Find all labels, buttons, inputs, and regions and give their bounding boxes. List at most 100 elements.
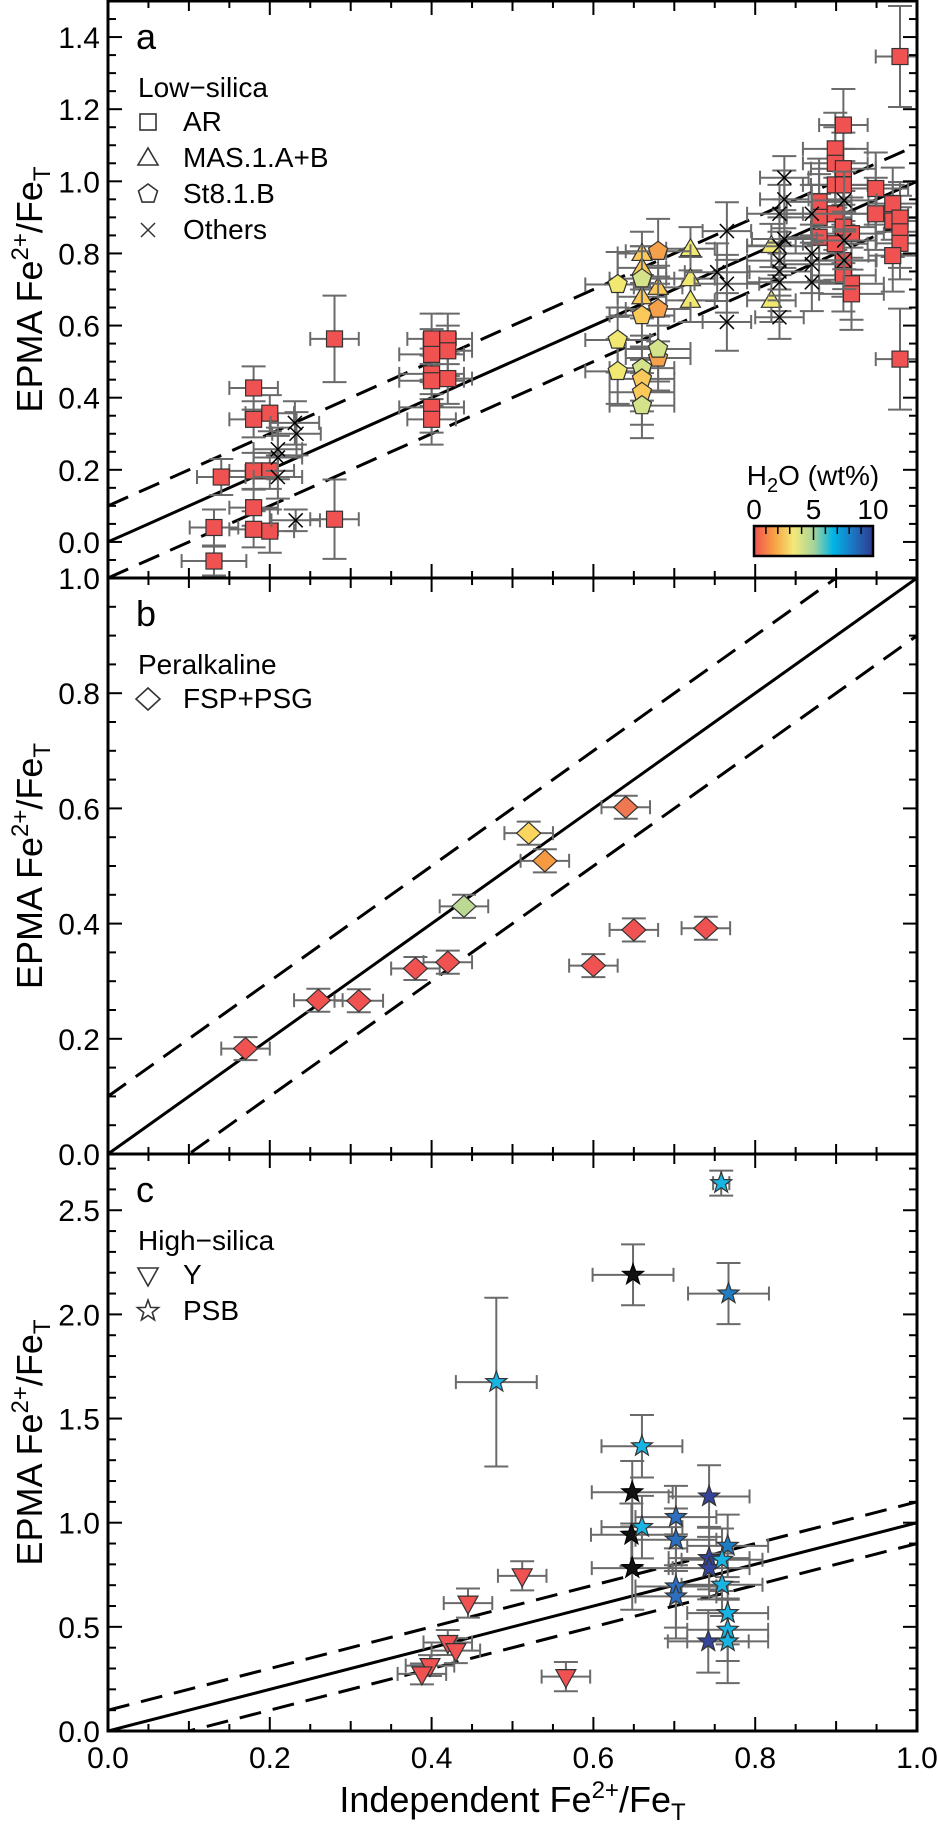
series-st8-1-b: [584, 217, 692, 440]
x-tick-label: 0.8: [734, 1742, 776, 1775]
pentagon-marker: [607, 360, 628, 381]
x-tick-label: 0.4: [411, 1742, 453, 1775]
cross-marker: [771, 206, 788, 222]
legend-label: PSB: [183, 1295, 239, 1326]
star-marker: [709, 1572, 735, 1596]
cross-marker: [771, 238, 788, 254]
cross-marker: [776, 191, 792, 207]
y-axis-label: EPMA Fe2+/FeT: [7, 743, 56, 989]
square-marker: [834, 116, 852, 134]
square-marker: [891, 350, 909, 368]
cross-marker: [836, 252, 852, 268]
y-tick-label: 1.5: [58, 1404, 100, 1437]
series-ar: [180, 5, 917, 577]
y-axis-label-sub: T: [29, 166, 56, 181]
star-marker: [715, 1533, 740, 1557]
y-tick-label: 0.2: [58, 1024, 100, 1057]
data-points: [396, 1169, 770, 1693]
star-marker: [696, 1483, 722, 1507]
diamond-marker: [580, 953, 607, 978]
cross-marker: [804, 206, 820, 222]
square-marker: [212, 468, 230, 486]
star-marker: [620, 1479, 645, 1503]
cross-marker: [804, 274, 820, 290]
y-tick-label: 1.0: [58, 166, 100, 199]
star-marker: [715, 1628, 740, 1652]
diamond-marker: [620, 918, 647, 942]
cross-marker: [719, 223, 735, 239]
x-tick-label: 0.6: [573, 1742, 615, 1775]
y-tick-label: 1.0: [58, 563, 100, 596]
star-marker: [135, 1297, 161, 1322]
star-marker: [663, 1504, 689, 1528]
upper-dashed-line: [108, 578, 839, 1098]
pentagon-marker: [607, 273, 628, 294]
colorbar: H2O (wt%)0 5 10: [746, 460, 889, 558]
star-marker: [620, 1262, 646, 1286]
panel-frame: [106, 1152, 919, 1733]
square-marker: [245, 379, 263, 397]
cross-marker: [719, 314, 735, 330]
legend-label: MAS.1.A+B: [183, 142, 329, 173]
square-marker: [325, 330, 344, 348]
x-tick-label: 0.2: [249, 1742, 291, 1775]
diamond-marker: [305, 988, 332, 1013]
y-tick-label: 0.0: [58, 1139, 100, 1172]
square-marker: [884, 247, 902, 265]
star-marker: [709, 1170, 734, 1194]
star-marker: [709, 1547, 735, 1571]
diamond-marker: [692, 916, 719, 941]
colorbar-title: H2O (wt%): [747, 460, 879, 497]
y-tick-label: 0.0: [58, 1716, 100, 1749]
y-axis-label-sub: T: [29, 743, 56, 758]
triangle-down-marker: [444, 1642, 467, 1663]
diamond-marker: [134, 686, 162, 712]
pentagon-marker: [647, 298, 669, 318]
square-marker: [205, 552, 223, 570]
cross-marker: [709, 264, 725, 280]
cross-marker: [771, 274, 788, 290]
x-axis-label-label_sup: 2+: [592, 1777, 619, 1804]
square-marker: [423, 330, 441, 348]
x-tick-label: 1.0: [896, 1742, 938, 1775]
series-fsp-psg: [220, 794, 732, 1062]
series-others: [252, 155, 878, 533]
colorbar-title-title_rest: O (wt%): [778, 460, 879, 491]
y-axis-label-mid: /Fe: [9, 758, 50, 810]
y-tick-label: 0.0: [58, 527, 100, 560]
diamond-marker: [232, 1036, 259, 1061]
diamond-marker: [612, 795, 639, 820]
legend-title: Low−silica: [138, 72, 268, 103]
y-axis-label-sup: 2+: [7, 233, 34, 260]
cross-marker: [270, 469, 286, 485]
diamond-marker: [515, 821, 542, 845]
colorbar-title-title_sub: 2: [767, 475, 778, 497]
star-marker: [484, 1369, 509, 1393]
y-tick-label: 1.4: [58, 22, 100, 55]
colorbar-title-title_main: H: [747, 460, 767, 491]
y-axis-label-mid: /Fe: [9, 1334, 50, 1386]
cross-marker: [288, 426, 305, 442]
y-axis-label-mid: /Fe: [9, 181, 50, 233]
error-bar: [754, 294, 805, 340]
legend-title: Peralkaline: [138, 649, 277, 680]
square-marker: [245, 520, 263, 538]
square-marker: [261, 522, 279, 540]
legend-title: High−silica: [138, 1225, 275, 1256]
series-psb: [454, 1169, 770, 1685]
diamond-marker: [402, 956, 429, 981]
panel-letter: c: [136, 1169, 154, 1210]
pentagon-marker: [631, 267, 653, 288]
triangle-marker: [760, 289, 783, 308]
colorbar-tick-label: 5: [806, 494, 822, 525]
pentagon-marker: [607, 329, 628, 349]
x-tick-label: 0.0: [87, 1742, 129, 1775]
triangle-down-marker: [554, 1669, 577, 1689]
error-bar: [540, 1661, 592, 1693]
